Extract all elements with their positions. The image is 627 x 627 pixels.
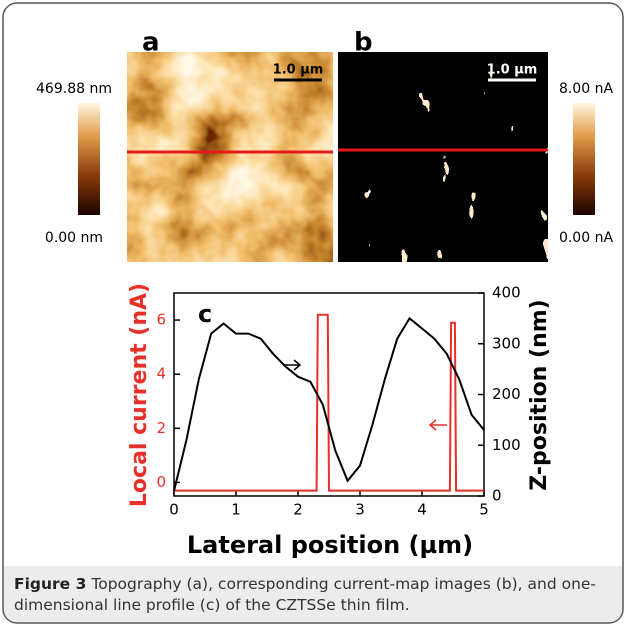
arrow — [283, 359, 302, 371]
topography-image — [127, 52, 333, 262]
caption-label: Figure 3 — [14, 575, 87, 593]
y2-tick-label: 200 — [492, 385, 521, 403]
colorbar-max: 8.00 nA — [559, 81, 613, 97]
x-tick-label: 2 — [293, 501, 303, 519]
colorbar-min: 0.00 nA — [559, 230, 613, 246]
x-tick-label: 0 — [169, 501, 179, 519]
y-tick-label: 2 — [156, 419, 166, 437]
scale-bar-label: 1.0 µm — [273, 63, 324, 78]
y2-tick-label: 100 — [492, 436, 521, 454]
data-line — [173, 316, 485, 492]
panel-label: b — [354, 28, 373, 58]
caption-text: Topography (a), corresponding current-ma… — [14, 575, 597, 614]
y2-tick-label: 0 — [492, 487, 502, 505]
data-line — [174, 313, 484, 492]
panel-label: a — [142, 28, 160, 58]
colorbar-min: 0.00 nm — [45, 230, 103, 246]
y-tick-label: 0 — [156, 473, 166, 491]
y-tick-label: 6 — [156, 311, 166, 329]
caption-bg — [4, 566, 622, 622]
scale-bar-label: 1.0 µm — [487, 63, 538, 78]
chart-title: c — [198, 300, 212, 328]
current-image — [338, 52, 548, 262]
y-tick-label: 4 — [156, 365, 166, 383]
x-axis-label: Lateral position (µm) — [187, 531, 473, 559]
arrow — [428, 419, 447, 431]
x-tick-label: 5 — [479, 501, 489, 519]
y2-tick-label: 300 — [492, 334, 521, 352]
colorbar — [573, 103, 595, 215]
y2-axis-label: Z-position (nm) — [527, 299, 552, 490]
x-tick-label: 4 — [417, 501, 427, 519]
x-tick-label: 1 — [231, 501, 241, 519]
caption: Figure 3 Topography (a), corresponding cu… — [14, 574, 614, 616]
colorbar-max: 469.88 nm — [36, 81, 112, 97]
y-axis-label: Local current (nA) — [127, 283, 152, 507]
x-tick-label: 3 — [355, 501, 365, 519]
y2-tick-label: 400 — [492, 284, 521, 302]
colorbar — [78, 103, 100, 215]
